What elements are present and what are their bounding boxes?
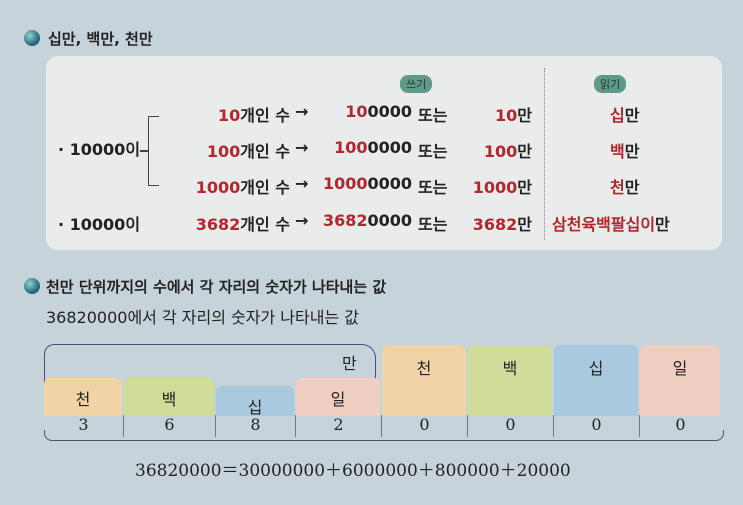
- man-bracket: [44, 344, 376, 401]
- number-low: 0000: [367, 211, 412, 230]
- bracket-tick: [140, 150, 148, 152]
- count-2: 1000개인 수: [196, 174, 290, 198]
- place-label: 천: [75, 390, 91, 409]
- read-label: 읽기: [594, 75, 627, 93]
- count-suffix: 개인 수: [240, 178, 290, 197]
- section-title: 십만, 백만, 천만: [48, 30, 153, 48]
- reading-unit: 만: [624, 142, 640, 161]
- digit-1: 6: [124, 415, 216, 437]
- bottom-brace: [44, 430, 724, 441]
- or-0: 또는: [418, 106, 448, 125]
- number-high: 100: [334, 138, 368, 157]
- bullet-icon: [24, 278, 40, 294]
- write-label: 쓰기: [400, 75, 433, 93]
- count-suffix: 개인 수: [240, 106, 290, 125]
- reading-unit: 만: [624, 106, 640, 125]
- man-unit: 만: [517, 106, 532, 125]
- digit-2: 8: [216, 415, 296, 437]
- man-form-1: 100만: [484, 138, 532, 162]
- digit-3: 2: [296, 415, 382, 437]
- bracket: [148, 116, 159, 186]
- place-5: 백: [468, 345, 552, 416]
- number-high: 10: [345, 102, 368, 121]
- bullet-icon: [24, 30, 40, 46]
- reading-high: 십: [610, 106, 625, 125]
- count-3: 3682개인 수: [196, 211, 290, 235]
- place-1: 백: [124, 378, 214, 416]
- section-title: 천만 단위까지의 수에서 각 자리의 숫자가 나타내는 값: [46, 278, 387, 296]
- reading-unit: 만: [655, 215, 670, 234]
- man-unit: 만: [517, 142, 532, 161]
- arrow-icon: →: [295, 174, 309, 193]
- reading-1: 백만: [610, 138, 639, 162]
- or-1: 또는: [418, 142, 448, 161]
- place-label: 백: [502, 359, 518, 378]
- place-2: 십: [216, 386, 294, 417]
- digit-6: 0: [554, 415, 640, 437]
- count-number: 3682: [195, 215, 241, 234]
- place-label: 십: [247, 398, 263, 417]
- place-3: 일: [296, 378, 380, 416]
- or-3: 또는: [418, 215, 448, 234]
- count-number: 10: [218, 106, 241, 125]
- man-form-0: 10만: [495, 102, 532, 126]
- count-suffix: 개인 수: [240, 215, 290, 234]
- section-subtitle: 36820000에서 각 자리의 숫자가 나타내는 값: [46, 308, 359, 327]
- number-2: 10000000: [323, 174, 412, 193]
- arrow-icon: →: [295, 102, 309, 121]
- digit-7: 0: [675, 415, 686, 434]
- digit-5: 0: [468, 415, 554, 437]
- reading-unit: 만: [624, 178, 640, 197]
- number-low: 0000: [367, 138, 412, 157]
- reading-high: 삼천육백팔십이: [552, 215, 656, 234]
- man-label: 만: [342, 354, 357, 373]
- place-label: 천: [416, 359, 432, 378]
- reading-0: 십만: [610, 102, 639, 126]
- place-6: 십: [554, 345, 638, 416]
- number-0: 100000: [345, 102, 412, 121]
- digit-4: 0: [382, 415, 468, 437]
- group-label: · 10000이: [58, 140, 141, 159]
- number-low: 0000: [367, 174, 412, 193]
- place-4: 천: [382, 345, 466, 416]
- place-label: 백: [161, 390, 177, 409]
- reading-high: 천: [610, 178, 625, 197]
- man-unit: 만: [517, 215, 532, 234]
- man-number: 100: [483, 142, 518, 161]
- reading-2: 천만: [610, 174, 639, 198]
- place-label: 십: [588, 359, 604, 378]
- man-number: 1000: [472, 178, 518, 197]
- divider: [544, 68, 545, 240]
- count-number: 100: [206, 142, 241, 161]
- digit-0: 3: [44, 415, 124, 437]
- count-suffix: 개인 수: [240, 142, 290, 161]
- last-label: · 10000이: [58, 215, 141, 234]
- place-label: 일: [672, 359, 688, 378]
- place-7: 일: [640, 345, 720, 416]
- arrow-icon: →: [295, 211, 309, 230]
- number-low: 0000: [367, 102, 412, 121]
- man-unit: 만: [517, 178, 532, 197]
- expanded-form-equation: 36820000＝30000000＋6000000＋800000＋20000: [135, 461, 571, 481]
- reading-3: 삼천육백팔십이만: [552, 211, 670, 235]
- place-label: 일: [330, 390, 346, 409]
- or-2: 또는: [418, 178, 448, 197]
- man-form-3: 3682만: [473, 211, 532, 235]
- arrow-icon: →: [295, 138, 309, 157]
- number-high: 1000: [322, 174, 368, 193]
- count-number: 1000: [195, 178, 241, 197]
- place-0: 천: [44, 378, 122, 416]
- count-1: 100개인 수: [207, 138, 290, 162]
- man-number: 10: [495, 106, 518, 125]
- man-number: 3682: [472, 215, 518, 234]
- number-3: 36820000: [323, 211, 412, 230]
- number-high: 3682: [322, 211, 368, 230]
- count-0: 10개인 수: [218, 102, 290, 126]
- man-form-2: 1000만: [473, 174, 532, 198]
- number-1: 1000000: [334, 138, 412, 157]
- reading-high: 백: [610, 142, 625, 161]
